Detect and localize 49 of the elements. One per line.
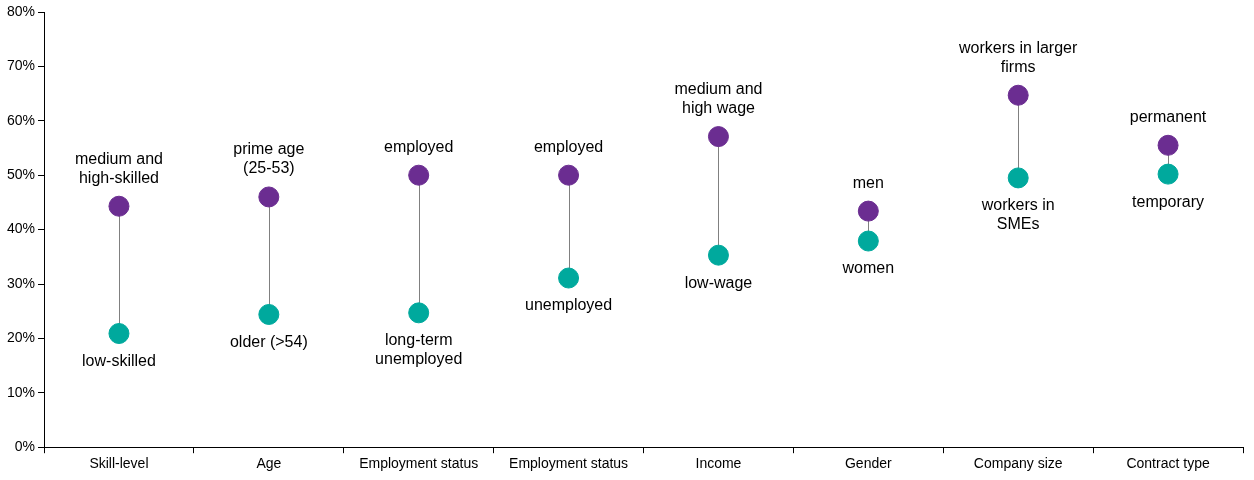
point (408, 164, 430, 186)
point (558, 267, 580, 289)
annotation: permanent (1129, 107, 1207, 125)
point (558, 164, 580, 186)
x-tick-label: Skill-level (89, 455, 149, 472)
y-tick-label: 10% (6, 383, 36, 400)
y-tick-label: 70% (6, 57, 36, 74)
annotation: workers in larger firms (958, 38, 1078, 75)
annotation: women (841, 259, 895, 277)
point (857, 200, 879, 222)
annotation: older (>54) (229, 332, 308, 350)
point (857, 230, 879, 252)
x-tick-label: Contract type (1126, 455, 1210, 472)
point (707, 126, 729, 148)
y-tick-label: 60% (6, 111, 36, 128)
point (707, 244, 729, 266)
y-tick-label: 40% (6, 220, 36, 237)
annotation: medium and high wage (674, 79, 763, 116)
point (108, 195, 130, 217)
annotation: temporary (1132, 192, 1205, 210)
annotation: employed (384, 137, 454, 155)
y-tick-label: 50% (6, 166, 36, 183)
annotation: long-term unemployed (375, 331, 463, 368)
point (258, 186, 280, 208)
point (1157, 163, 1179, 185)
x-tick-label: Employment status (359, 455, 479, 472)
annotation: men (852, 173, 884, 191)
y-tick-label: 0% (14, 438, 36, 455)
point (1007, 84, 1029, 106)
y-tick-label: 80% (6, 2, 36, 19)
annotation: low-wage (684, 273, 753, 291)
y-tick-label: 20% (6, 329, 36, 346)
x-tick-label: Company size (973, 455, 1063, 472)
annotation: medium and high-skilled (74, 149, 163, 186)
point (108, 323, 130, 344)
point (408, 302, 430, 324)
annotation: low-skilled (82, 351, 156, 369)
point (1157, 134, 1179, 156)
annotation: employed (533, 137, 604, 155)
point (1007, 167, 1029, 189)
y-tick-label: 30% (6, 274, 36, 291)
point (258, 303, 280, 325)
x-tick-label: Gender (844, 455, 892, 472)
x-tick-label: Age (256, 455, 282, 472)
x-tick-label: Income (695, 455, 742, 472)
annotation: unemployed (524, 296, 613, 314)
x-tick-label: Employment status (509, 455, 629, 472)
annotation: workers in SMEs (980, 196, 1055, 233)
annotation: prime age (25-53) (233, 140, 305, 177)
